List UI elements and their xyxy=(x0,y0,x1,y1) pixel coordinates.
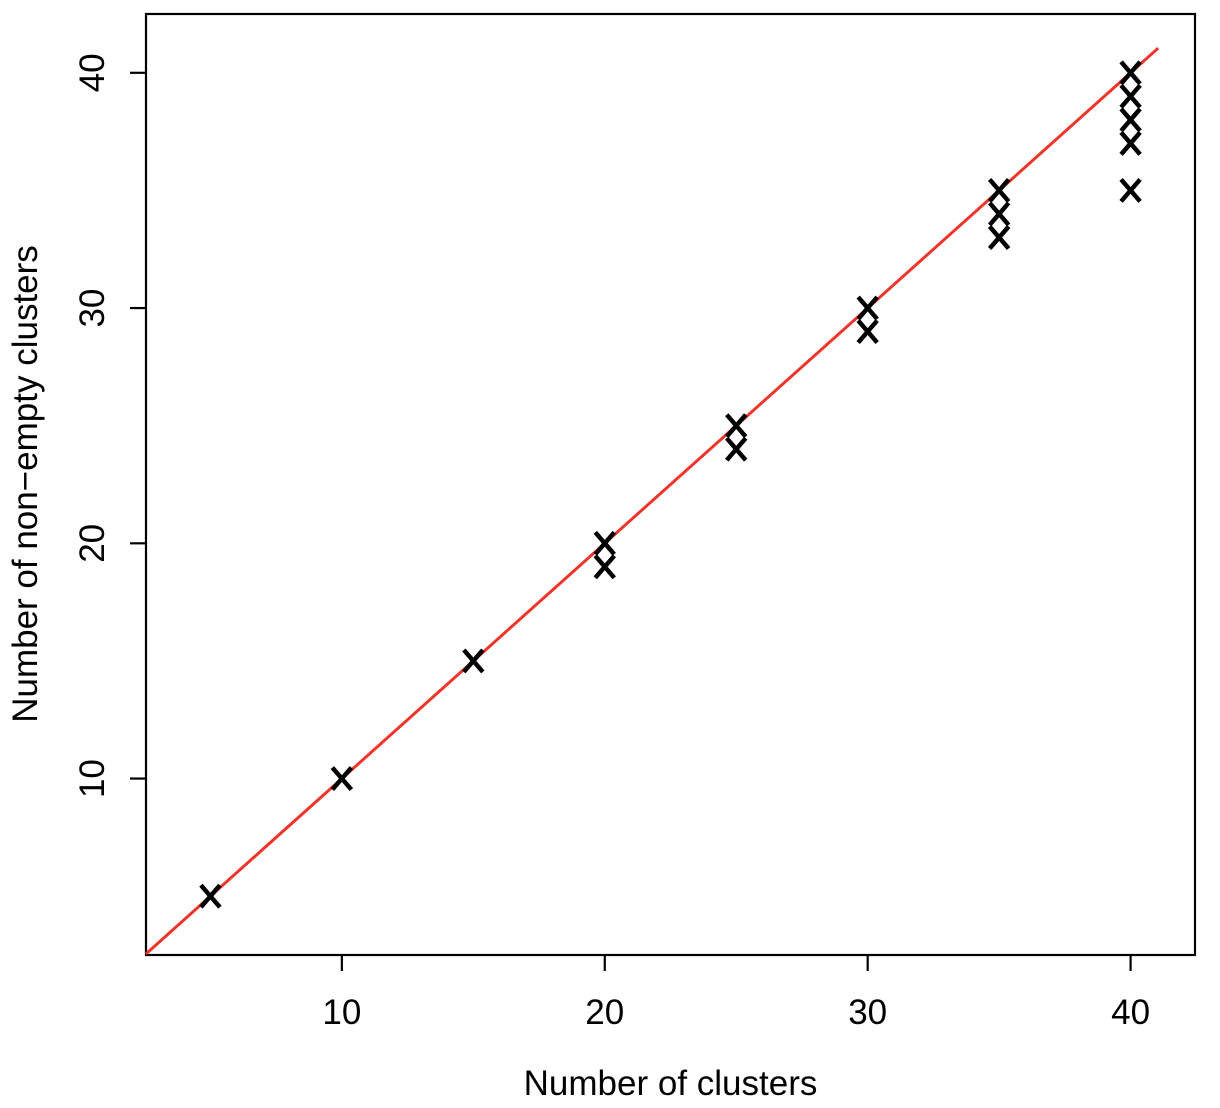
x-axis-tick-label: 20 xyxy=(585,993,624,1032)
data-point-marker xyxy=(725,436,748,462)
y-axis-tick-label: 10 xyxy=(73,759,112,798)
data-point-marker xyxy=(987,177,1011,203)
data-point-marker xyxy=(1119,83,1142,109)
data-point-marker xyxy=(987,201,1011,227)
y-axis-tick-label: 20 xyxy=(73,524,112,563)
data-point-marker xyxy=(462,648,485,674)
data-point-marker xyxy=(1119,107,1142,133)
x-axis-tick-label: 10 xyxy=(322,993,361,1032)
plot-border xyxy=(144,12,1197,957)
data-point-marker xyxy=(593,530,616,556)
y-axis-tick-label: 40 xyxy=(73,53,112,92)
data-point-marker xyxy=(987,225,1011,250)
data-point-marker xyxy=(1119,60,1142,86)
x-axis-tick-label: 40 xyxy=(1111,993,1150,1032)
data-point-marker xyxy=(856,319,879,345)
data-point-marker xyxy=(1119,177,1142,203)
data-point-marker xyxy=(199,883,222,909)
x-axis-title: Number of clusters xyxy=(523,1064,818,1103)
data-point-marker xyxy=(1119,130,1142,156)
data-point-marker xyxy=(725,413,748,439)
x-axis-tick-label: 30 xyxy=(848,993,887,1032)
data-point-marker xyxy=(593,554,616,580)
y-axis-title: Number of non−empty clusters xyxy=(6,245,45,723)
data-point-marker xyxy=(856,295,879,321)
data-point-marker xyxy=(330,766,354,792)
y-axis-tick-label: 30 xyxy=(73,289,112,328)
